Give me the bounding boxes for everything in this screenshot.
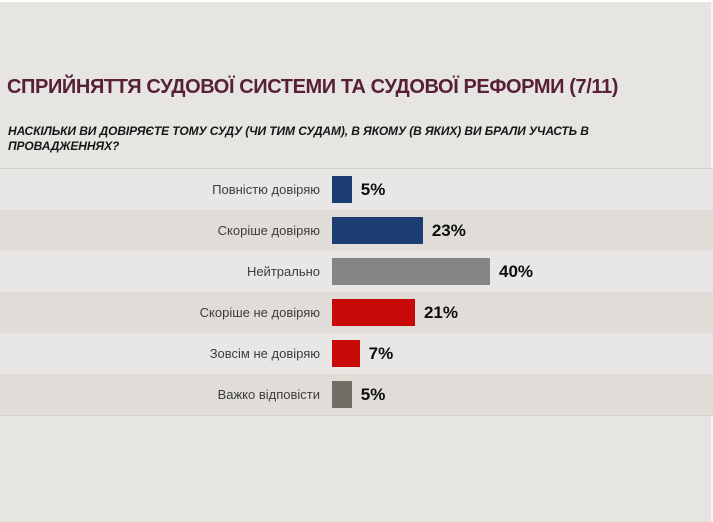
bar: [332, 258, 490, 285]
value-label: 40%: [499, 261, 534, 281]
bar: [332, 217, 423, 244]
value-label: 7%: [368, 343, 394, 363]
category-label: Скоріше довіряю: [217, 223, 320, 238]
chart-row: Скоріше довіряю 23%: [0, 210, 713, 251]
category-label: Зовсім не довіряю: [209, 346, 320, 361]
bar: [332, 299, 415, 326]
bar: [332, 340, 360, 367]
bar: [332, 176, 352, 203]
bar-chart: Повністю довіряю 5% Скоріше довіряю 23% Нейт…: [0, 168, 713, 416]
slide-title: СПРИЙНЯТТЯ СУДОВОЇ СИСТЕМИ ТА СУДОВОЇ РЕ…: [7, 76, 618, 98]
value-label: 5%: [360, 179, 386, 199]
category-label: Повністю довіряю: [212, 182, 320, 197]
category-label: Важко відповісти: [217, 387, 320, 402]
chart-row: Зовсім не довіряю 7%: [0, 333, 713, 374]
chart-row: Нейтрально 40%: [0, 251, 713, 292]
value-label: 23%: [431, 220, 466, 240]
survey-question: НАСКІЛЬКИ ВИ ДОВІРЯЄТЕ ТОМУ СУДУ (ЧИ ТИМ…: [8, 124, 589, 154]
bar: [332, 381, 352, 408]
category-label: Нейтрально: [246, 264, 320, 279]
value-label: 21%: [423, 302, 458, 322]
chart-row: Скоріше не довіряю 21%: [0, 292, 713, 333]
chart-row: Важко відповісти 5%: [0, 374, 713, 415]
chart-row: Повністю довіряю 5%: [0, 169, 713, 210]
category-label: Скоріше не довіряю: [199, 305, 320, 320]
value-label: 5%: [360, 384, 386, 404]
